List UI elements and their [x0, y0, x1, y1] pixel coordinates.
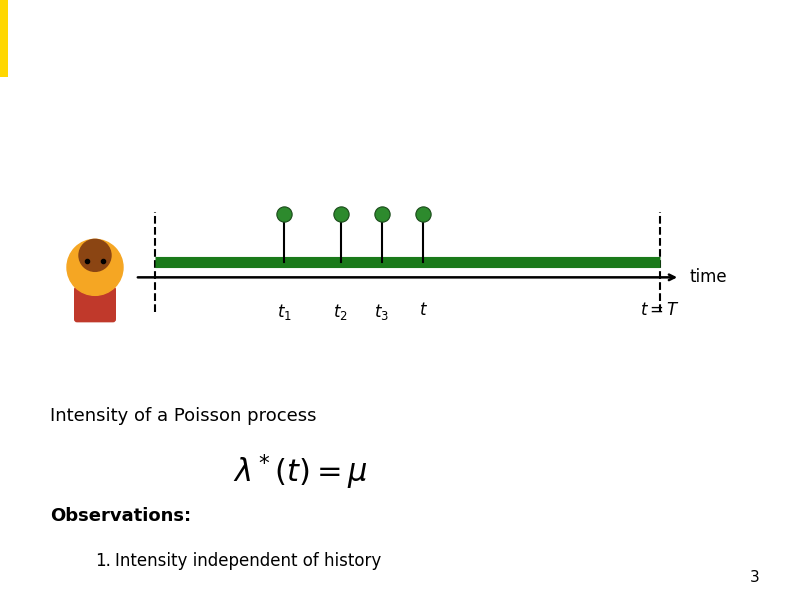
Text: $t_1$: $t_1$: [276, 302, 291, 322]
Text: $t_3$: $t_3$: [375, 302, 389, 322]
Circle shape: [79, 239, 111, 271]
Text: 1.: 1.: [95, 552, 111, 571]
Text: Observations:: Observations:: [50, 508, 191, 525]
Text: Intensity independent of history: Intensity independent of history: [115, 552, 381, 571]
Text: 3: 3: [750, 570, 760, 585]
Text: $t_2$: $t_2$: [333, 302, 348, 322]
Circle shape: [67, 239, 123, 295]
Text: Poisson process: Poisson process: [17, 24, 269, 53]
Bar: [0, 0, 8, 77]
Text: time: time: [690, 268, 727, 286]
FancyBboxPatch shape: [74, 286, 116, 322]
Text: Intensity of a Poisson process: Intensity of a Poisson process: [50, 408, 317, 425]
Text: $\lambda^*(t) = \mu$: $\lambda^*(t) = \mu$: [233, 452, 368, 492]
Text: $t=T$: $t=T$: [640, 302, 680, 320]
Text: $t$: $t$: [418, 302, 428, 320]
